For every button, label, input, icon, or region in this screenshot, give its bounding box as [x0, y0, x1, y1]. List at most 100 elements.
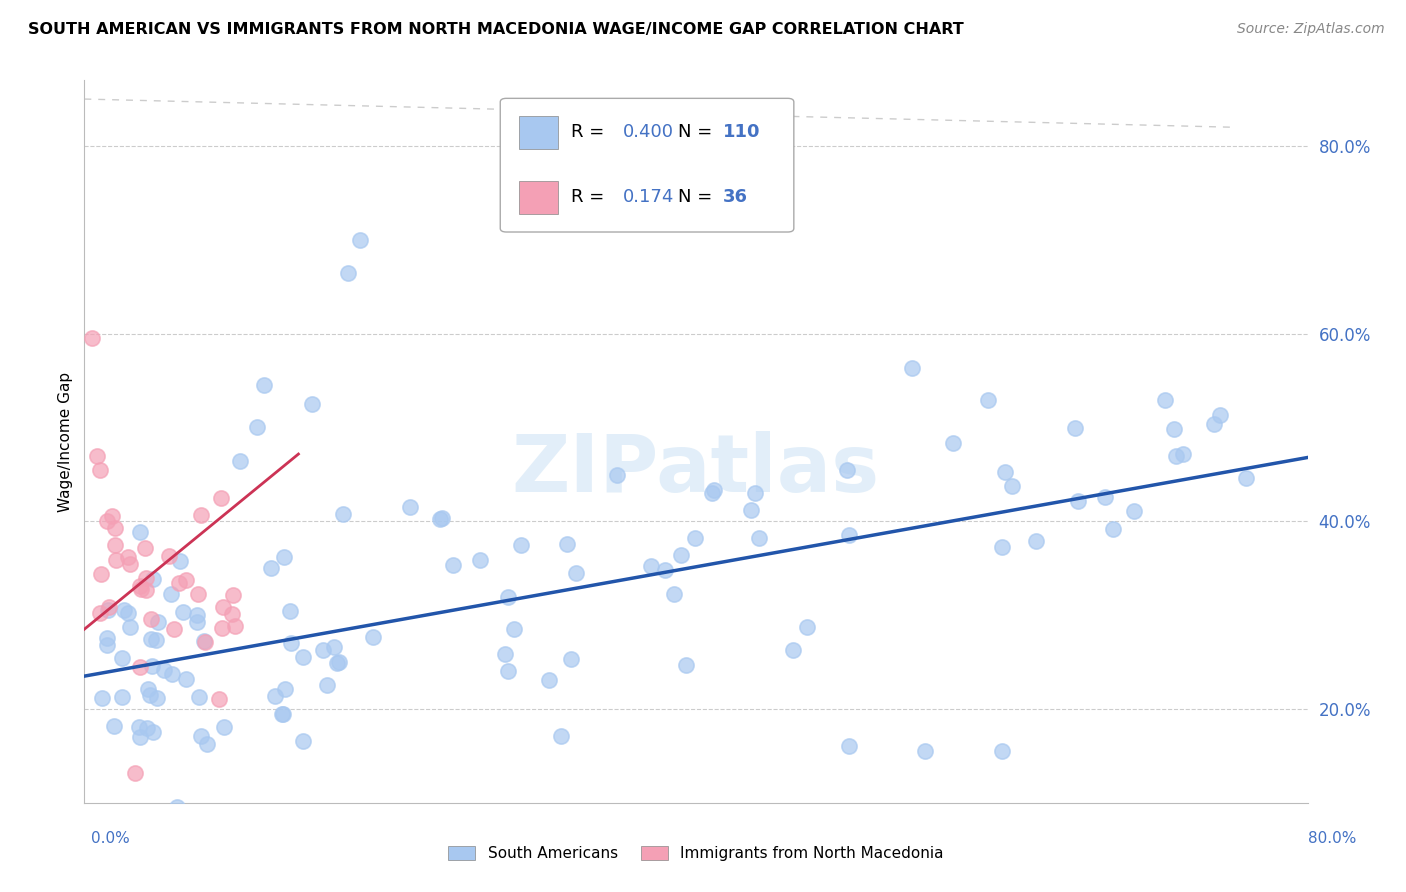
Point: [1166, 449, 1188, 463]
Point: [135, 583, 157, 598]
Legend: South Americans, Immigrants from North Macedonia: South Americans, Immigrants from North M…: [441, 839, 950, 867]
Point: [190, 729, 212, 743]
Point: [190, 508, 212, 522]
Point: [142, 572, 165, 586]
Point: [796, 620, 818, 634]
Point: [494, 647, 516, 661]
Point: [316, 678, 339, 692]
Point: [195, 737, 218, 751]
Point: [124, 765, 146, 780]
Point: [399, 500, 422, 515]
Text: 110: 110: [723, 123, 761, 141]
Point: [91, 691, 114, 706]
Bar: [519, 181, 558, 214]
Text: R =: R =: [571, 123, 605, 141]
Point: [675, 657, 697, 672]
Point: [157, 549, 180, 564]
Point: [991, 541, 1014, 555]
Point: [280, 636, 302, 650]
Point: [193, 634, 215, 648]
Point: [1123, 503, 1146, 517]
Point: [104, 538, 127, 552]
Point: [703, 483, 725, 498]
Point: [129, 582, 152, 597]
Point: [1171, 447, 1194, 461]
Point: [503, 622, 526, 636]
Text: 80.0%: 80.0%: [1309, 831, 1357, 846]
Point: [640, 558, 662, 573]
Point: [134, 541, 156, 556]
Text: 36: 36: [723, 188, 748, 206]
Point: [560, 652, 582, 666]
Point: [120, 620, 142, 634]
Point: [1102, 522, 1125, 536]
Text: R =: R =: [571, 188, 605, 206]
Point: [565, 566, 588, 580]
Point: [782, 643, 804, 657]
Point: [136, 682, 159, 697]
Point: [174, 672, 197, 686]
Point: [838, 528, 860, 542]
Point: [977, 393, 1000, 408]
Point: [669, 548, 692, 562]
Point: [128, 524, 150, 539]
Point: [104, 521, 127, 535]
Point: [336, 266, 359, 280]
Point: [744, 486, 766, 500]
Point: [740, 503, 762, 517]
Point: [253, 378, 276, 392]
Point: [186, 615, 208, 629]
Text: Source: ZipAtlas.com: Source: ZipAtlas.com: [1237, 22, 1385, 37]
Point: [994, 466, 1017, 480]
Point: [208, 691, 231, 706]
Point: [145, 632, 167, 647]
Point: [112, 603, 135, 617]
Point: [128, 579, 150, 593]
Point: [555, 537, 578, 551]
Point: [96, 514, 118, 528]
Text: 0.174: 0.174: [623, 188, 673, 206]
Text: 0.400: 0.400: [623, 123, 673, 141]
Point: [537, 673, 560, 688]
Point: [229, 454, 252, 468]
Point: [211, 600, 233, 615]
Point: [260, 561, 283, 575]
Point: [429, 512, 451, 526]
Point: [89, 606, 111, 620]
Point: [274, 681, 297, 696]
Point: [901, 360, 924, 375]
Text: SOUTH AMERICAN VS IMMIGRANTS FROM NORTH MACEDONIA WAGE/INCOME GAP CORRELATION CH: SOUTH AMERICAN VS IMMIGRANTS FROM NORTH …: [28, 22, 965, 37]
Point: [188, 690, 211, 705]
Point: [166, 800, 188, 814]
Point: [167, 576, 190, 591]
Point: [838, 739, 860, 754]
Point: [149, 843, 172, 857]
Point: [550, 729, 572, 743]
Point: [914, 744, 936, 758]
Point: [221, 588, 243, 602]
Point: [139, 612, 162, 626]
Point: [1209, 408, 1232, 422]
Point: [103, 719, 125, 733]
Point: [224, 619, 246, 633]
Point: [153, 663, 176, 677]
Point: [100, 509, 122, 524]
Point: [186, 607, 208, 622]
Point: [128, 720, 150, 734]
Point: [141, 659, 163, 673]
Point: [328, 655, 350, 669]
Point: [1064, 421, 1087, 435]
Bar: [519, 116, 558, 149]
FancyBboxPatch shape: [501, 98, 794, 232]
Point: [291, 649, 314, 664]
Text: N =: N =: [678, 123, 711, 141]
Point: [129, 730, 152, 744]
Point: [1067, 494, 1090, 508]
Point: [326, 657, 349, 671]
Point: [835, 463, 858, 477]
Point: [991, 744, 1014, 758]
Point: [278, 604, 301, 618]
Point: [700, 485, 723, 500]
Point: [135, 571, 157, 585]
Point: [606, 468, 628, 483]
